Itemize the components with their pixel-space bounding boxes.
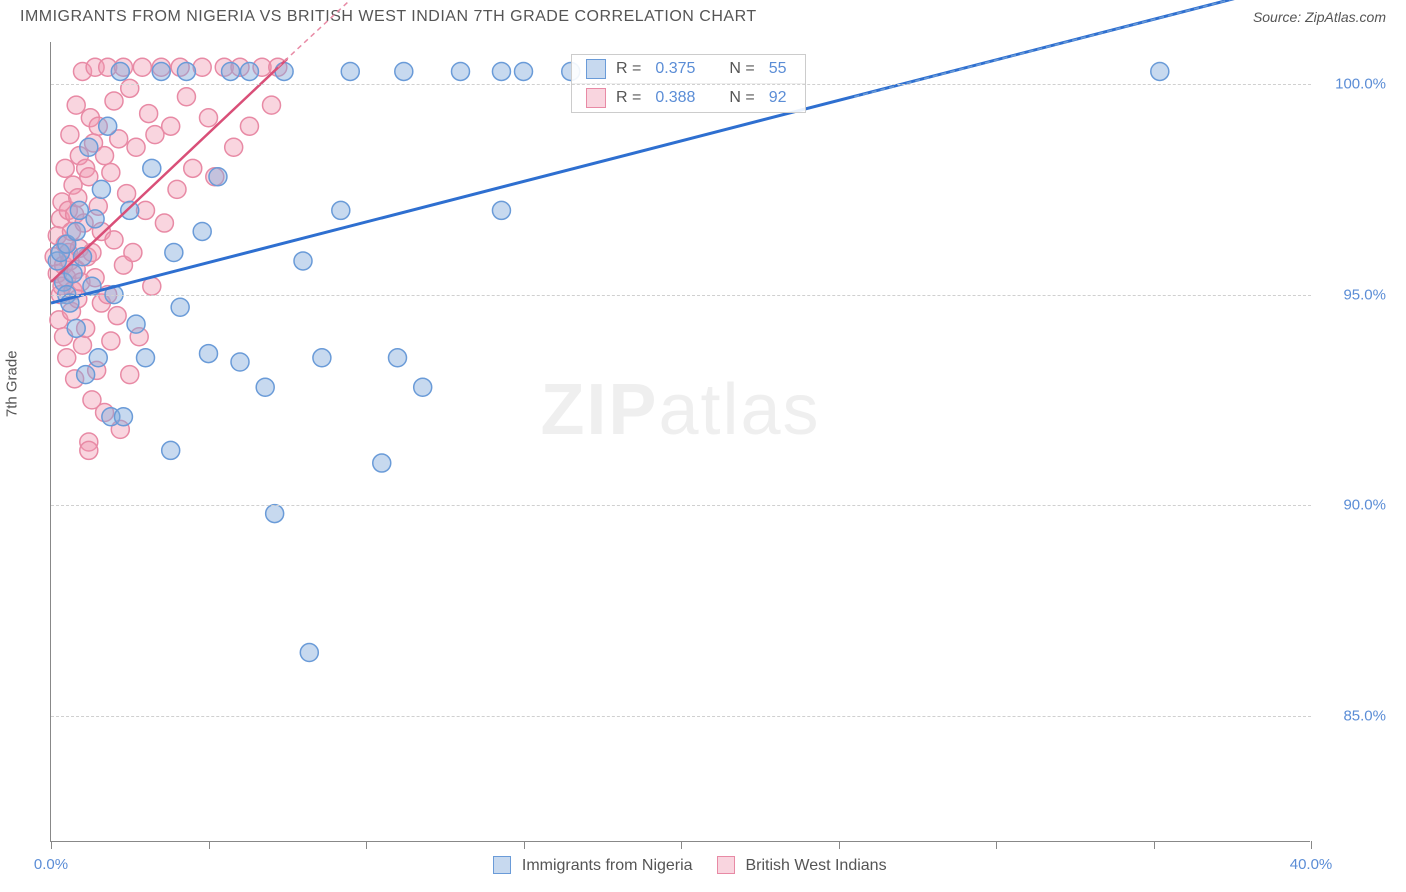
x-tick [681,841,682,849]
gridline [51,84,1311,85]
legend-swatch-nigeria [493,856,511,874]
n-value: 55 [765,60,791,78]
legend-label: Immigrants from Nigeria [522,857,693,874]
x-tick [524,841,525,849]
gridline [51,716,1311,717]
legend-swatch-bwi [717,856,735,874]
legend-series: Immigrants from Nigeria British West Ind… [50,856,1310,876]
gridline [51,295,1311,296]
chart-container: 7th Grade ZIPatlas R = 0.375 N = 55 R = … [50,42,1390,842]
chart-header: IMMIGRANTS FROM NIGERIA VS BRITISH WEST … [0,0,1406,30]
x-tick [996,841,997,849]
x-tick [51,841,52,849]
r-value: 0.388 [651,89,699,107]
r-label: R = [616,60,641,78]
x-tick [209,841,210,849]
y-tick-label: 95.0% [1343,286,1386,303]
r-label: R = [616,89,641,107]
x-tick [839,841,840,849]
chart-title: IMMIGRANTS FROM NIGERIA VS BRITISH WEST … [20,8,757,26]
legend-swatch-nigeria [586,59,606,79]
legend-swatch-bwi [586,88,606,108]
chart-source: Source: ZipAtlas.com [1253,9,1386,25]
plot-svg [51,42,1311,842]
x-tick [1311,841,1312,849]
legend-stats-row-2: R = 0.388 N = 92 [572,83,805,112]
y-tick-label: 90.0% [1343,497,1386,514]
legend-label: British West Indians [745,857,886,874]
x-tick [1154,841,1155,849]
plot-area: ZIPatlas R = 0.375 N = 55 R = 0.388 N = … [50,42,1310,842]
n-value: 92 [765,89,791,107]
n-label: N = [729,60,754,78]
legend-stats-row-1: R = 0.375 N = 55 [572,55,805,83]
y-tick-label: 85.0% [1343,707,1386,724]
y-axis-label: 7th Grade [4,350,21,417]
r-value: 0.375 [651,60,699,78]
n-label: N = [729,89,754,107]
gridline [51,505,1311,506]
x-tick [366,841,367,849]
y-tick-label: 100.0% [1335,76,1386,93]
